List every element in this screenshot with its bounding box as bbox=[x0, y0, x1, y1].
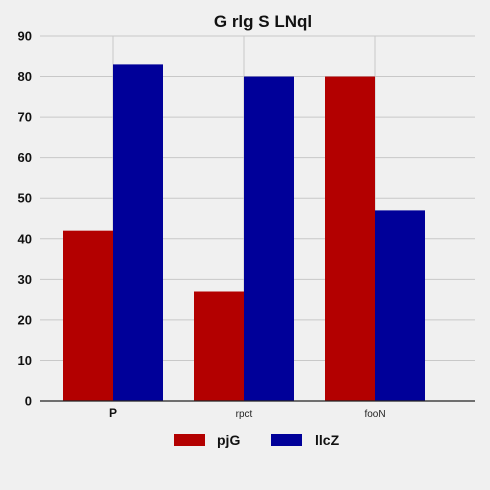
y-tick-label: 50 bbox=[18, 191, 32, 206]
y-tick-label: 60 bbox=[18, 150, 32, 165]
bar-pjG-fooN bbox=[325, 76, 375, 402]
x-tick-label: fooN bbox=[364, 409, 385, 420]
y-axis: 0 10 20 30 40 50 60 70 80 90 bbox=[18, 29, 32, 409]
legend-label: llcZ bbox=[315, 432, 340, 448]
x-tick-label: P bbox=[109, 406, 117, 420]
y-tick-label: 80 bbox=[18, 69, 32, 84]
y-tick-label: 30 bbox=[18, 272, 32, 287]
y-tick-label: 40 bbox=[18, 231, 32, 246]
legend-swatch bbox=[271, 434, 302, 446]
bar-llcZ-fooN bbox=[375, 210, 425, 401]
legend-label: pjG bbox=[217, 432, 240, 448]
bar-pjG-rpct bbox=[194, 291, 244, 401]
y-tick-label: 20 bbox=[18, 312, 32, 327]
y-tick-label: 70 bbox=[18, 110, 32, 125]
chart-title: G rlg S LNql bbox=[214, 12, 312, 31]
legend: pjG llcZ bbox=[174, 432, 340, 448]
y-tick-label: 90 bbox=[18, 29, 32, 44]
bar-llcZ-rpct bbox=[244, 76, 294, 402]
legend-swatch bbox=[174, 434, 205, 446]
bar-llcZ-P bbox=[113, 64, 163, 401]
bars bbox=[63, 64, 425, 402]
x-tick-label: rpct bbox=[236, 409, 253, 420]
bar-pjG-P bbox=[63, 230, 113, 401]
y-tick-label: 0 bbox=[25, 394, 32, 409]
y-tick-label: 10 bbox=[18, 353, 32, 368]
